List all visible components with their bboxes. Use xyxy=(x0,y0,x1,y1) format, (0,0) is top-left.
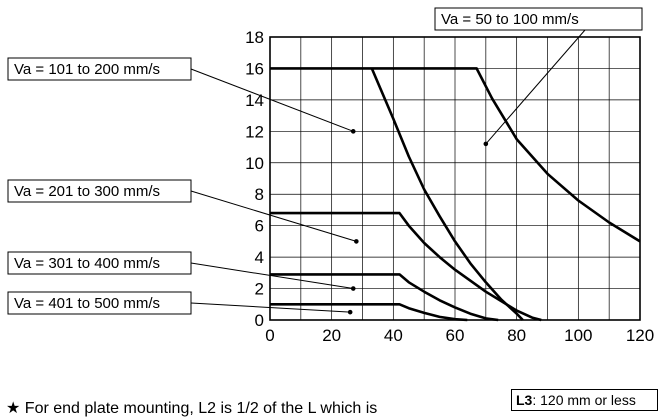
callout-leader xyxy=(190,68,354,132)
legend-label: Va = 201 to 300 mm/s xyxy=(14,183,160,200)
y-tick-label: 4 xyxy=(255,248,264,267)
legend-label: Va = 50 to 100 mm/s xyxy=(441,11,579,28)
callout-dot xyxy=(350,286,356,291)
l3-note-text: : 120 mm or less xyxy=(532,392,636,408)
y-tick-label: 0 xyxy=(255,311,264,330)
callout-dot xyxy=(347,309,353,315)
legend-box xyxy=(7,291,192,315)
x-tick-label: 60 xyxy=(446,326,465,345)
x-tick-label: 80 xyxy=(507,326,526,345)
y-tick-label: 12 xyxy=(245,122,264,141)
series-curve-4 xyxy=(270,273,499,322)
x-tick-label: 0 xyxy=(265,326,274,345)
callouts: Va = 50 to 100 mm/s Va = 101 to 200 mm/s V… xyxy=(7,7,643,315)
callout-leader xyxy=(190,302,351,313)
series-curve-3 xyxy=(270,211,542,322)
y-tick-label: 6 xyxy=(255,217,264,236)
x-tick-label: 20 xyxy=(322,326,341,345)
y-tick-label: 14 xyxy=(245,91,264,110)
legend-box xyxy=(7,251,192,275)
series-curve-5 xyxy=(270,302,468,322)
l3-note-box: L3: 120 mm or less xyxy=(511,389,658,411)
l3-note-bold: L3 xyxy=(516,392,533,408)
tick-labels: 0 20 40 60 80 100 120 0 2 4 6 8 10 12 14 16 18 xyxy=(245,28,654,345)
callout-dot xyxy=(354,239,359,244)
legend-label: Va = 301 to 400 mm/s xyxy=(14,255,160,272)
y-tick-label: 18 xyxy=(245,28,264,47)
series-curve-1 xyxy=(270,67,641,243)
callout-dot xyxy=(483,141,489,147)
x-tick-label: 120 xyxy=(626,326,654,345)
callout-leader xyxy=(485,29,586,145)
footnote: ★ For end plate mounting, L2 is 1/2 of t… xyxy=(6,400,378,417)
y-tick-label: 8 xyxy=(255,185,264,204)
x-tick-label: 40 xyxy=(384,326,403,345)
x-tick-label: 100 xyxy=(564,326,592,345)
curves xyxy=(270,67,641,322)
callout-leader xyxy=(190,190,357,242)
legend-box xyxy=(434,7,643,31)
y-tick-label: 2 xyxy=(255,280,264,299)
y-tick-label: 16 xyxy=(245,59,264,78)
callout-leader xyxy=(190,262,354,290)
legend-box xyxy=(7,57,192,81)
legend-box xyxy=(7,179,192,203)
legend-label: Va = 101 to 200 mm/s xyxy=(14,61,160,78)
plot-grid xyxy=(270,37,640,320)
y-tick-label: 10 xyxy=(245,154,264,173)
callout-dot xyxy=(350,129,356,134)
legend-label: Va = 401 to 500 mm/s xyxy=(14,295,160,312)
